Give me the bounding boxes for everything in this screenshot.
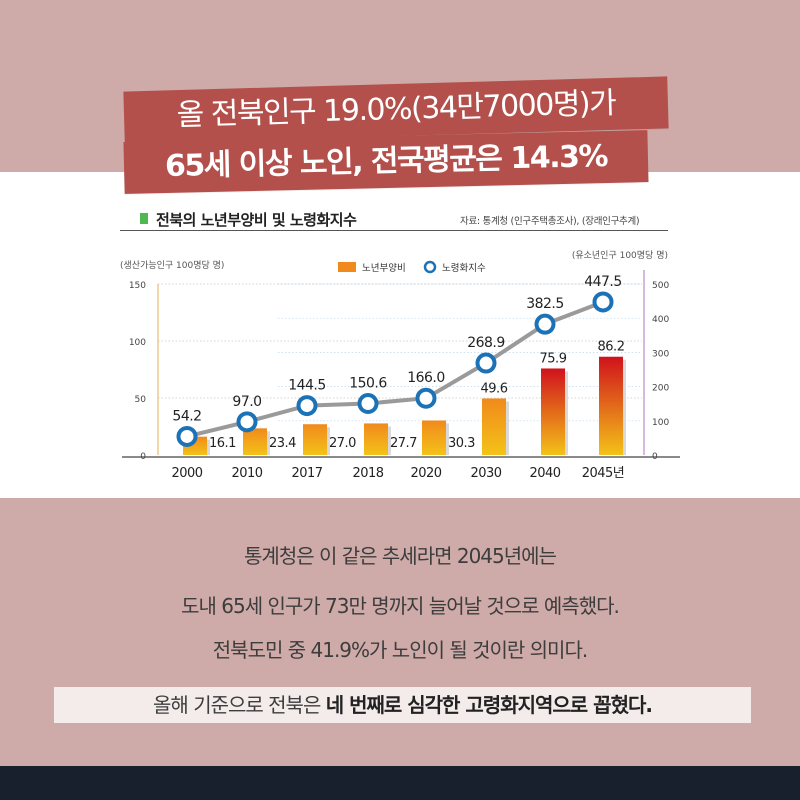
footer-bar — [0, 766, 800, 800]
legend-bar-label: 노년부양비 — [362, 263, 406, 274]
line-marker — [415, 387, 437, 409]
left-tick-label: 150 — [129, 281, 146, 291]
bar — [422, 420, 446, 455]
line-value-label: 54.2 — [172, 408, 201, 424]
line-value-label: 166.0 — [407, 370, 445, 386]
bar-value-label: 27.7 — [390, 436, 417, 451]
bar-value-label: 49.6 — [481, 381, 508, 396]
x-tick-label: 2017 — [291, 466, 322, 481]
chart-source: 자료: 통계청 (인구주택총조사), (장래인구추계) — [460, 216, 640, 227]
line-marker — [296, 395, 318, 417]
x-tick-label: 2045년 — [582, 466, 625, 481]
line-value-label: 268.9 — [467, 335, 505, 351]
bar — [599, 356, 623, 455]
line-marker — [534, 313, 556, 335]
right-axis-label: (유소년인구 100명당 명) — [572, 250, 668, 261]
chart-canvas: (생산가능인구 100명당 명)(유소년인구 100명당 명)050100150… — [120, 250, 680, 481]
right-tick-label: 400 — [652, 315, 669, 325]
right-tick-label: 500 — [652, 281, 669, 291]
bar-value-label: 23.4 — [269, 436, 296, 451]
bar — [482, 398, 506, 455]
x-tick-label: 2000 — [171, 466, 202, 481]
right-tick-label: 100 — [652, 418, 669, 428]
bar — [541, 368, 565, 455]
title-marker-icon — [140, 213, 148, 224]
bar-value-label: 86.2 — [598, 340, 625, 355]
x-tick-label: 2020 — [410, 466, 441, 481]
legend-line-label: 노령화지수 — [442, 262, 486, 274]
x-tick-label: 2030 — [470, 466, 501, 481]
chart-panel — [0, 172, 800, 498]
bar-value-label: 75.9 — [540, 351, 567, 366]
closing-plain: 올해 기준으로 전북은 — [153, 693, 326, 717]
closing-highlight — [54, 687, 751, 723]
legend-line-marker — [423, 260, 437, 274]
line-value-label: 97.0 — [232, 394, 261, 410]
legend-bar-swatch — [338, 262, 356, 272]
bar-value-label: 16.1 — [209, 436, 236, 451]
line-value-label: 382.5 — [526, 296, 564, 312]
bar-value-label: 27.0 — [329, 436, 356, 451]
left-axis-label: (생산가능인구 100명당 명) — [120, 260, 224, 271]
bar — [243, 428, 267, 455]
bar-value-label: 30.3 — [448, 436, 475, 451]
line-value-label: 144.5 — [288, 378, 326, 394]
x-tick-label: 2040 — [529, 466, 560, 481]
line-marker — [236, 411, 258, 433]
x-tick-label: 2018 — [352, 466, 383, 481]
left-tick-label: 100 — [129, 338, 146, 348]
closing-sentence: 올해 기준으로 전북은 네 번째로 심각한 고령화지역으로 꼽혔다. — [54, 687, 751, 723]
bar — [364, 423, 388, 455]
chart-title: 전북의 노년부양비 및 노령화지수 — [156, 211, 357, 229]
line-value-label: 150.6 — [349, 375, 387, 391]
line-value-label: 447.5 — [584, 274, 622, 290]
body-line-1: 통계청은 이 같은 추세라면 2045년에는 — [244, 544, 557, 568]
left-tick-label: 50 — [135, 395, 147, 405]
line-marker — [176, 425, 198, 447]
closing-bold: 네 번째로 심각한 고령화지역으로 꼽혔다. — [325, 693, 653, 717]
line-marker — [357, 392, 379, 414]
right-tick-label: 200 — [652, 384, 669, 394]
line-marker — [475, 352, 497, 374]
title-divider — [120, 230, 668, 231]
body-line-2: 도내 65세 인구가 73만 명까지 늘어날 것으로 예측했다. — [181, 594, 620, 618]
x-tick-label: 2010 — [231, 466, 262, 481]
right-tick-label: 300 — [652, 349, 669, 359]
bar — [303, 424, 327, 455]
body-line-3: 전북도민 중 41.9%가 노인이 될 것이란 의미다. — [212, 638, 588, 662]
line-marker — [592, 291, 614, 313]
